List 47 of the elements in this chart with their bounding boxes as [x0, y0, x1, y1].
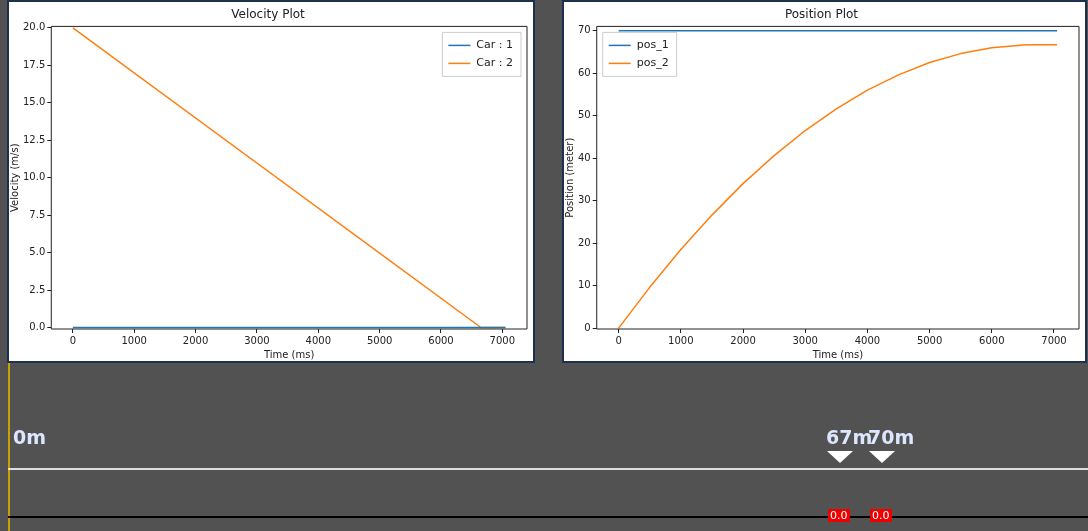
y-tick-label: 50 — [577, 109, 591, 121]
y-axis-title: Velocity (m/s) — [8, 143, 20, 212]
x-tick-label: 7000 — [489, 334, 516, 346]
x-tick-label: 6000 — [979, 334, 1005, 346]
y-tick-label: 0 — [584, 321, 591, 333]
y-tick-label: 12.5 — [23, 133, 46, 145]
x-tick-label: 7000 — [1041, 334, 1067, 346]
y-tick-label: 2.5 — [29, 283, 46, 295]
text: 0.0 — [828, 509, 850, 522]
x-tick-label: 4000 — [854, 334, 881, 346]
y-axis-title: Position (meter) — [563, 137, 575, 218]
y-tick-label: 20 — [577, 236, 591, 248]
chart-title: Velocity Plot — [231, 7, 306, 22]
y-tick-label: 20.0 — [23, 21, 46, 33]
x-tick-label: 3000 — [244, 334, 270, 346]
x-tick-label: 4000 — [305, 334, 331, 346]
x-tick-label: 5000 — [366, 334, 393, 346]
y-tick-label: 0.0 — [29, 321, 46, 333]
y-tick-label: 40 — [577, 151, 591, 163]
x-axis-title: Time (ms) — [262, 348, 315, 360]
y-tick-label: 7.5 — [29, 208, 46, 220]
chart-title: Position Plot — [784, 7, 859, 22]
x-tick-label: 6000 — [428, 334, 454, 346]
legend-label: Car : 1 — [476, 38, 514, 52]
legend-label: pos_1 — [636, 38, 669, 52]
y-tick-label: 10 — [577, 279, 591, 291]
y-tick-label: 70 — [577, 24, 591, 36]
x-axis-title: Time (ms) — [811, 348, 864, 360]
y-tick-label: 5.0 — [29, 246, 46, 258]
x-tick-label: 3000 — [792, 334, 818, 346]
x-tick-label: 1000 — [668, 334, 694, 346]
y-tick-label: 15.0 — [23, 96, 46, 108]
text: 70m — [868, 426, 915, 448]
y-tick-label: 17.5 — [23, 58, 46, 70]
x-tick-label: 2000 — [182, 334, 209, 346]
y-tick-label: 60 — [577, 66, 591, 78]
text: 0m — [13, 426, 47, 448]
text: 0.0 — [870, 509, 892, 522]
x-tick-label: 0 — [69, 334, 77, 346]
x-tick-label: 0 — [615, 334, 622, 346]
legend-label: pos_2 — [636, 56, 669, 70]
y-tick-label: 10.0 — [23, 171, 46, 183]
x-tick-label: 5000 — [916, 334, 943, 346]
y-tick-label: 30 — [577, 194, 591, 206]
legend-label: Car : 2 — [476, 56, 514, 70]
x-tick-label: 2000 — [730, 334, 756, 346]
x-tick-label: 1000 — [121, 334, 147, 346]
